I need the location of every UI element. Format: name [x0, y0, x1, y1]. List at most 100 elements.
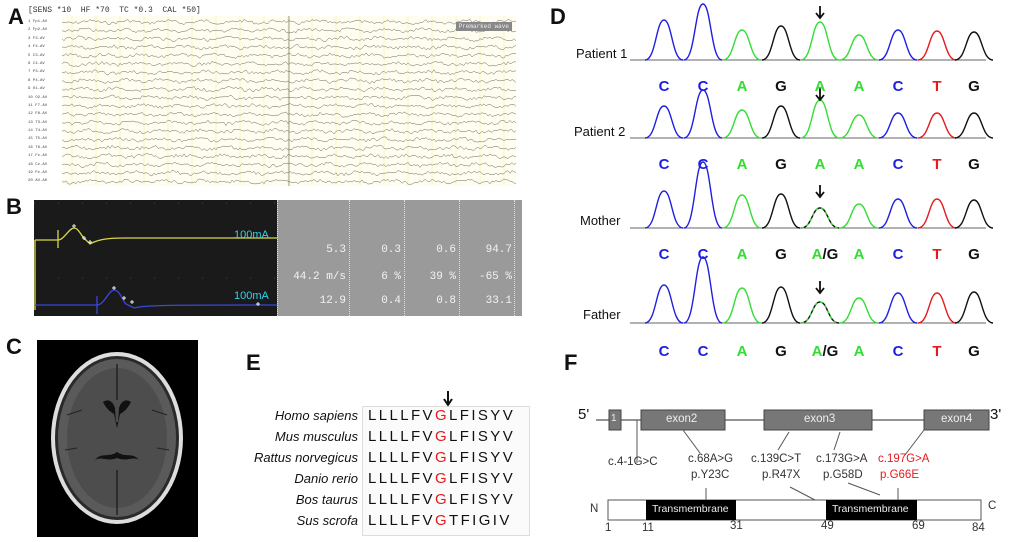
base-call: C: [658, 343, 670, 360]
arrow-down-icon: [815, 281, 825, 295]
eeg-channel-label: 2 Fp2-AV: [28, 28, 48, 33]
eeg-channel-labels: 1 Fp1-AV 2 Fp2-AV 3 F3-AV 4 F4-AV 5 C3-AV 6 C…: [28, 18, 62, 186]
eeg-channel-label: 12 F8-AV: [28, 112, 48, 117]
axial-brain-scan: [51, 352, 183, 524]
base-call: A: [853, 156, 865, 173]
sequence-row: LLLLFVGLFISYV: [368, 470, 516, 487]
sequence-row: LLLLFVGLFISYV: [368, 407, 516, 424]
eeg-recording: [SENS *10 HF *70 TC *0.3 CAL *50] 1 Fp1-…: [28, 6, 517, 186]
base-call: C: [892, 343, 904, 360]
panel-label-e: E: [246, 350, 261, 375]
sequence-row: LLLLFVGLFISYV: [368, 491, 516, 508]
base-call: G: [968, 78, 980, 95]
lower-trace-scale-label: 100mA: [234, 290, 269, 302]
variant-c: c.68A>G: [688, 453, 734, 465]
eeg-waveforms: [61, 16, 517, 186]
base-call: A/G: [811, 246, 839, 263]
panel-label-d: D: [550, 4, 566, 29]
eeg-channel-label: 14 T4-AV: [28, 129, 48, 134]
variant-c: c.139C>T: [751, 453, 802, 465]
transmembrane-domain-1: Transmembrane: [652, 503, 729, 515]
arrow-down-icon: [815, 6, 825, 20]
eeg-channel-label: 17 Fz-AV: [28, 154, 48, 159]
base-call: A: [814, 156, 826, 173]
base-call: C: [697, 78, 709, 95]
transmembrane-domain-2: Transmembrane: [832, 503, 909, 515]
residue-tick: 69: [912, 520, 925, 532]
base-call: G: [968, 343, 980, 360]
eeg-trace-area: Premarked wave: [61, 16, 517, 186]
species-name: Bos taurus: [295, 492, 358, 507]
gene-structure-diagram: 5' 3' 1 exon2 exon3 exon4 c.4-1G>C c.68A…: [560, 345, 1024, 542]
eeg-channel-label: 15 T5-AV: [28, 137, 48, 142]
base-call: T: [932, 156, 942, 173]
base-call: G: [775, 156, 787, 173]
upper-trace-scale-label: 100mA: [234, 229, 269, 241]
base-call: G: [775, 246, 787, 263]
base-call: A/G: [811, 343, 839, 360]
premarked-wave-badge: Premarked wave: [455, 22, 512, 31]
base-call: A: [853, 246, 865, 263]
variant-p: p.R47X: [762, 469, 801, 481]
eeg-channel-label: 19 Pz-AV: [28, 171, 48, 176]
arrow-down-icon: [443, 391, 453, 407]
brain-mri-image: [37, 340, 198, 537]
variant-p: p.Y23C: [691, 469, 730, 481]
variant-p: p.G58D: [823, 469, 863, 481]
eeg-channel-label: 18 Cz-AV: [28, 162, 48, 167]
species-name: Sus scrofa: [296, 513, 358, 528]
exon3-label: exon3: [804, 413, 836, 425]
highlighted-variant-c: c.197G>A: [878, 453, 930, 465]
five-prime-label: 5': [578, 406, 590, 423]
eeg-channel-label: 7 P3-AV: [28, 70, 45, 75]
arrow-down-icon: [815, 88, 825, 102]
ncs-cell: 44.2 m/s: [293, 271, 346, 283]
residue-tick: 31: [730, 520, 743, 532]
base-call: C: [892, 78, 904, 95]
panel-label-b: B: [6, 194, 22, 219]
exon1-label: 1: [611, 413, 617, 424]
n-terminus-label: N: [590, 503, 599, 515]
eeg-channel-label: 5 C3-AV: [28, 53, 45, 58]
base-call: C: [658, 156, 670, 173]
arrow-down-icon: [815, 185, 825, 199]
panel-label-c: C: [6, 334, 22, 359]
eeg-channel-label: 1 Fp1-AV: [28, 20, 48, 24]
base-call: A: [736, 156, 748, 173]
panel-label-f: F: [564, 350, 578, 375]
base-call: A: [814, 78, 826, 95]
eeg-channel-label: 10 O2-AV: [28, 95, 48, 100]
eeg-settings-header: [SENS *10 HF *70 TC *0.3 CAL *50]: [28, 6, 201, 15]
exon4-label: exon4: [941, 413, 973, 425]
species-name: Rattus norvegicus: [253, 450, 358, 465]
panel-label-a: A: [8, 4, 24, 29]
base-call: A: [736, 343, 748, 360]
variant-c: c.173G>A: [816, 453, 868, 465]
base-call: G: [775, 343, 787, 360]
eeg-channel-label: 9 O1-AV: [28, 87, 45, 92]
base-call: T: [932, 78, 942, 95]
ncs-cell: 94.7: [485, 244, 512, 256]
base-call: T: [932, 343, 942, 360]
ncs-cell: 6 %: [381, 271, 401, 283]
alignment-box: [362, 406, 530, 536]
base-call: C: [892, 246, 904, 263]
variant-c: c.4-1G>C: [608, 456, 658, 468]
row-label-patient-1: Patient 1: [576, 46, 628, 61]
chromatogram-traces: [630, 3, 994, 324]
row-label-father: Father: [583, 307, 621, 322]
ncs-waveform-screen: 100mA 100mA: [34, 200, 278, 316]
row-label-patient-2: Patient 2: [574, 124, 626, 139]
eeg-channel-label: 3 F3-AV: [28, 36, 45, 41]
ncs-cell: -65 %: [478, 271, 512, 283]
eeg-channel-label: 11 F7-AV: [28, 103, 48, 108]
conservation-alignment: Homo sapiens LLLLFVGLFISYV Mus musculus …: [230, 390, 530, 540]
eeg-channel-label: 16 T6-AV: [28, 145, 48, 150]
nerve-conduction-study: 100mA 100mA 5.3 0.3 0.6 94.7 44.2 m/s 6 …: [34, 200, 522, 316]
residue-tick: 49: [821, 520, 834, 532]
base-call: C: [658, 78, 670, 95]
ncs-cell: 5.3: [326, 244, 346, 256]
base-call: A: [853, 343, 865, 360]
row-label-mother: Mother: [580, 213, 621, 228]
residue-tick: 84: [972, 522, 985, 534]
